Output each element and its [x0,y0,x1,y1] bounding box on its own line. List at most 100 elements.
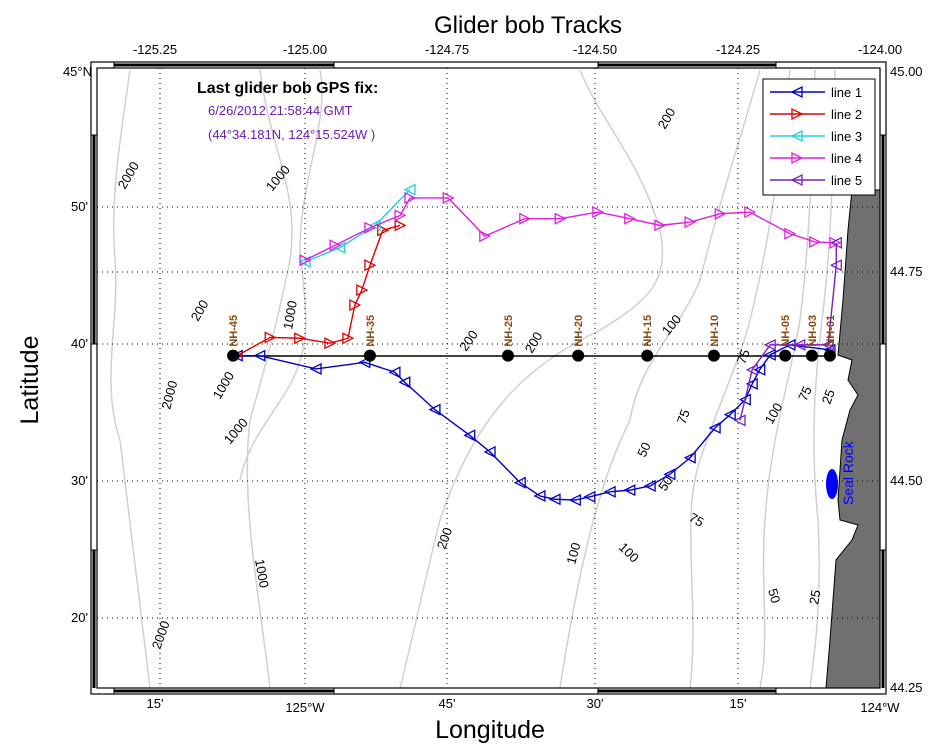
track-marker-right-triangle [684,215,697,229]
track-marker-left-triangle [623,484,636,497]
frame-gap [880,68,886,688]
track-marker-right-triangle [809,235,822,249]
legend-label: line 3 [831,129,862,144]
contour-label: 1000 [221,415,251,447]
legend-item: line 2 [770,107,862,122]
station-label: NH-20 [573,315,585,347]
contour-label: 100 [563,541,583,566]
track-line-4 [299,191,842,267]
legend-label: line 1 [831,85,862,100]
track-line [304,189,411,263]
contour-label: 1000 [280,299,300,330]
contour-label: 25 [806,589,823,606]
track-marker-left-triangle [745,363,758,376]
gps-fix-position: (44°34.181N, 124°15.524W ) [208,127,375,142]
track-marker-left-triangle [829,236,842,249]
track-marker-left-triangle [733,414,746,427]
track-marker-left-triangle [821,338,834,351]
station-marker [707,349,720,362]
station-marker [572,349,585,362]
tick-label: -124.25 [716,42,760,57]
track-marker-right-triangle [394,209,407,222]
track-marker-left-triangle [428,403,441,416]
tick-label: 50' [71,199,88,214]
station-label: NH-15 [642,315,654,347]
legend-label: line 2 [831,107,862,122]
tick-label: 44.50 [890,473,923,488]
track-marker-left-triangle [298,255,311,268]
track-marker-right-triangle [364,259,377,272]
chart-title: Glider bob Tracks [434,12,622,39]
track-marker-right-triangle [744,206,757,219]
top-tick-labels: -125.25 -125.00 -124.75 -124.50 -124.25 -12… [133,42,902,57]
legend-label: line 4 [831,151,862,166]
track-marker-left-triangle [763,348,776,361]
track-marker-right-triangle [329,239,342,252]
legend-item: line 4 [770,151,862,166]
tick-label: -125.25 [133,42,177,57]
track-marker-right-triangle [654,219,667,232]
track-marker-left-triangle [663,468,676,481]
tick-label: -124.00 [858,42,902,57]
track-line-1 [230,338,836,507]
gps-fix-time: 6/26/2012 21:58:44 GMT [208,103,353,118]
station-label: NH-45 [228,315,240,347]
track-marker-right-triangle [356,284,369,297]
contour-label: 75 [687,510,707,530]
tick-label: 45' [439,696,456,711]
track-marker-left-triangle [513,476,526,489]
tick-label: 20' [71,610,88,625]
gps-fix-heading: Last glider bob GPS fix: [197,80,378,97]
station-label: NH-25 [503,315,515,347]
contour-label: 25 [819,387,838,406]
tick-label: 15' [147,696,164,711]
track-marker-right-triangle [442,191,455,205]
track-marker-right-triangle [714,207,727,220]
seal-rock-marker [826,469,838,499]
track-marker-right-triangle [784,227,797,240]
tick-label: 45°N [63,64,92,79]
track-marker-left-triangle [398,376,411,389]
x-axis-label: Longitude [435,716,545,744]
track-marker-right-triangle [479,230,492,243]
track-marker-right-triangle [264,331,277,344]
tick-label: 40' [71,336,88,351]
track-marker-left-triangle [583,490,596,503]
track-line-5 [733,236,842,427]
station-marker [363,349,376,362]
contour-label: 2000 [115,159,142,192]
legend-item: line 3 [770,129,862,144]
station-label: NH-01 [825,315,837,347]
legend-label: line 5 [831,173,862,188]
station-marker [227,349,240,362]
track-marker-left-triangle [643,479,656,493]
contour-label: 200 [522,329,546,355]
station-label: NH-10 [709,315,721,347]
contour-label: 200 [188,297,212,323]
track-marker-left-triangle [253,349,266,362]
contour-labels: 2000 1000 1000 2000 1000 1000 2000 1000 … [115,105,838,651]
track-marker-left-triangle [723,408,736,421]
station-marker [641,349,654,362]
track-marker-left-triangle [388,366,401,379]
track-marker-right-triangle [519,212,532,225]
track-marker-left-triangle [745,377,758,390]
track-line [739,242,837,421]
tick-label: 44.75 [890,264,923,279]
track-marker-left-triangle [548,493,561,506]
station-label: NH-35 [365,315,377,347]
glider-tracks [230,183,842,507]
legend: line 1 line 2 line 3 line 4 line 5 [762,78,876,196]
track-line [236,224,401,357]
map-frame [90,61,887,695]
legend-marker-right-triangle [791,151,804,165]
track-marker-left-triangle [683,451,696,464]
track-marker-left-triangle [829,259,842,272]
y-axis-label: Latitude [16,336,44,425]
coastline-land [825,189,881,689]
track-marker-left-triangle [533,489,546,502]
track-marker-left-triangle [763,338,776,351]
station-marker [805,349,818,362]
track-marker-left-triangle [463,429,476,442]
legend-marker-left-triangle [790,173,803,187]
